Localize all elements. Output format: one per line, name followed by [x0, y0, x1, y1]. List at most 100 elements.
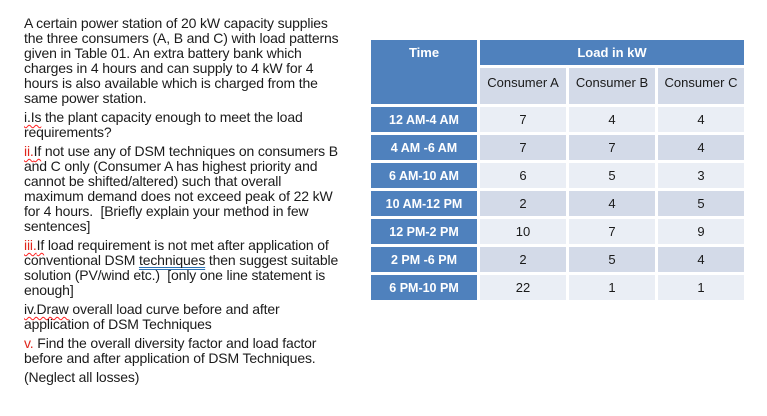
value-cell: 3 — [658, 163, 744, 188]
text-run: enough] — [24, 282, 74, 298]
text-line: application of DSM Techniques — [24, 317, 369, 332]
text-run: requirements? — [24, 124, 112, 140]
text-line: charges in 4 hours and can supply to 4 k… — [24, 61, 369, 76]
value-cell: 2 — [480, 247, 566, 272]
text-run: techniques — [138, 252, 206, 268]
value-cell: 1 — [658, 275, 744, 300]
text-run: application of DSM Techniques — [24, 316, 212, 332]
load-table: Time Load in kW Consumer A Consumer B Co… — [368, 37, 747, 303]
text-run: Find the overall diversity factor and lo… — [33, 335, 317, 351]
load-header-cell: Load in kW — [480, 40, 744, 65]
value-cell: 7 — [569, 219, 655, 244]
text-run: iv.Draw — [24, 301, 69, 317]
value-cell: 5 — [569, 163, 655, 188]
text-line: iii.If load requirement is not met after… — [24, 238, 369, 253]
text-run: charges in 4 hours and can supply to 4 k… — [24, 60, 314, 76]
text-line: v. Find the overall diversity factor and… — [24, 336, 369, 351]
text-run: before and after application of DSM Tech… — [24, 350, 316, 366]
value-cell: 4 — [569, 107, 655, 132]
paragraph: iii.If load requirement is not met after… — [24, 238, 369, 298]
value-cell: 7 — [569, 135, 655, 160]
text-line: enough] — [24, 283, 369, 298]
text-run: overall load curve before and after — [68, 301, 280, 317]
text-line: (Neglect all losses) — [24, 370, 369, 385]
value-cell: 10 — [480, 219, 566, 244]
text-run: for 4 hours. [Briefly explain your metho… — [24, 203, 309, 219]
text-line: the three consumers (A, B and C) with lo… — [24, 31, 369, 46]
paragraph: v. Find the overall diversity factor and… — [24, 336, 369, 366]
value-cell: 4 — [569, 191, 655, 216]
table-row: 10 AM-12 PM 2 4 5 — [371, 191, 744, 216]
consumer-b-header-cell: Consumer B — [569, 68, 655, 104]
text-run: cannot be shifted/altered) such that ove… — [24, 173, 282, 189]
text-run: If — [33, 143, 42, 159]
text-run: the plant capacity enough to meet the lo… — [41, 109, 303, 125]
value-cell: 1 — [569, 275, 655, 300]
paragraph: A certain power station of 20 kW capacit… — [24, 16, 369, 106]
paragraph: iv.Draw overall load curve before and af… — [24, 302, 369, 332]
text-line: i.Is the plant capacity enough to meet t… — [24, 110, 369, 125]
text-line: solution (PV/wind etc.) [only one line s… — [24, 268, 369, 283]
text-line: cannot be shifted/altered) such that ove… — [24, 174, 369, 189]
header-row: Time Load in kW — [371, 40, 744, 104]
value-cell: 2 — [480, 191, 566, 216]
text-line: before and after application of DSM Tech… — [24, 351, 369, 366]
text-run: hours is also available which is charged… — [24, 75, 318, 91]
text-run: i.Is — [24, 109, 42, 125]
text-line: and C only (Consumer A has highest prior… — [24, 159, 369, 174]
table-row: 4 AM -6 AM 7 7 4 — [371, 135, 744, 160]
value-cell: 5 — [569, 247, 655, 272]
value-cell: 4 — [658, 107, 744, 132]
text-run: ii. — [24, 143, 34, 159]
time-cell: 12 PM-2 PM — [371, 219, 477, 244]
text-run: v. — [24, 335, 34, 351]
paragraph: ii.If not use any of DSM techniques on c… — [24, 144, 369, 234]
text-run: solution (PV/wind etc.) [only one line s… — [24, 267, 326, 283]
text-run: conventional DSM — [24, 252, 139, 268]
table-row: 6 AM-10 AM 6 5 3 — [371, 163, 744, 188]
text-run: same power station. — [24, 90, 147, 106]
text-run: not use any of DSM techniques on consume… — [41, 143, 338, 159]
table-row: 6 PM-10 PM 22 1 1 — [371, 275, 744, 300]
text-run: iii. — [24, 237, 37, 253]
time-cell: 4 AM -6 AM — [371, 135, 477, 160]
text-line: hours is also available which is charged… — [24, 76, 369, 91]
value-cell: 7 — [480, 135, 566, 160]
problem-text: A certain power station of 20 kW capacit… — [24, 16, 369, 389]
time-cell: 12 AM-4 AM — [371, 107, 477, 132]
value-cell: 22 — [480, 275, 566, 300]
text-run: and C only (Consumer A has highest prior… — [24, 158, 318, 174]
text-line: A certain power station of 20 kW capacit… — [24, 16, 369, 31]
text-line: ii.If not use any of DSM techniques on c… — [24, 144, 369, 159]
text-run: the three consumers (A, B and C) with lo… — [24, 30, 339, 46]
value-cell: 4 — [658, 135, 744, 160]
text-run: then suggest suitable — [205, 252, 339, 268]
load-table-body: 12 AM-4 AM 7 4 4 4 AM -6 AM 7 7 4 6 AM-10 AM 6 5 3 1… — [371, 107, 744, 300]
value-cell: 5 — [658, 191, 744, 216]
text-run: A certain power station of 20 kW capacit… — [24, 15, 328, 31]
text-run: sentences] — [24, 218, 91, 234]
text-line: for 4 hours. [Briefly explain your metho… — [24, 204, 369, 219]
value-cell: 7 — [480, 107, 566, 132]
table-row: 12 PM-2 PM 10 7 9 — [371, 219, 744, 244]
text-run: If — [36, 237, 45, 253]
consumer-a-header-cell: Consumer A — [480, 68, 566, 104]
text-run: (Neglect all losses) — [24, 369, 140, 385]
time-cell: 6 PM-10 PM — [371, 275, 477, 300]
paragraph: i.Is the plant capacity enough to meet t… — [24, 110, 369, 140]
text-run: maximum demand does not exceed peak of 2… — [24, 188, 333, 204]
text-run: load requirement is not met after applic… — [44, 237, 329, 253]
text-run: given in Table 01. An extra battery bank… — [24, 45, 302, 61]
text-line: conventional DSM techniques then suggest… — [24, 253, 369, 268]
value-cell: 9 — [658, 219, 744, 244]
time-cell: 6 AM-10 AM — [371, 163, 477, 188]
time-header-cell: Time — [371, 40, 477, 104]
text-line: iv.Draw overall load curve before and af… — [24, 302, 369, 317]
paragraph: (Neglect all losses) — [24, 370, 369, 385]
time-cell: 2 PM -6 PM — [371, 247, 477, 272]
consumer-c-header-cell: Consumer C — [658, 68, 744, 104]
consumer-header-row: Consumer A Consumer B Consumer C — [371, 68, 744, 104]
table-row: 2 PM -6 PM 2 5 4 — [371, 247, 744, 272]
time-cell: 10 AM-12 PM — [371, 191, 477, 216]
